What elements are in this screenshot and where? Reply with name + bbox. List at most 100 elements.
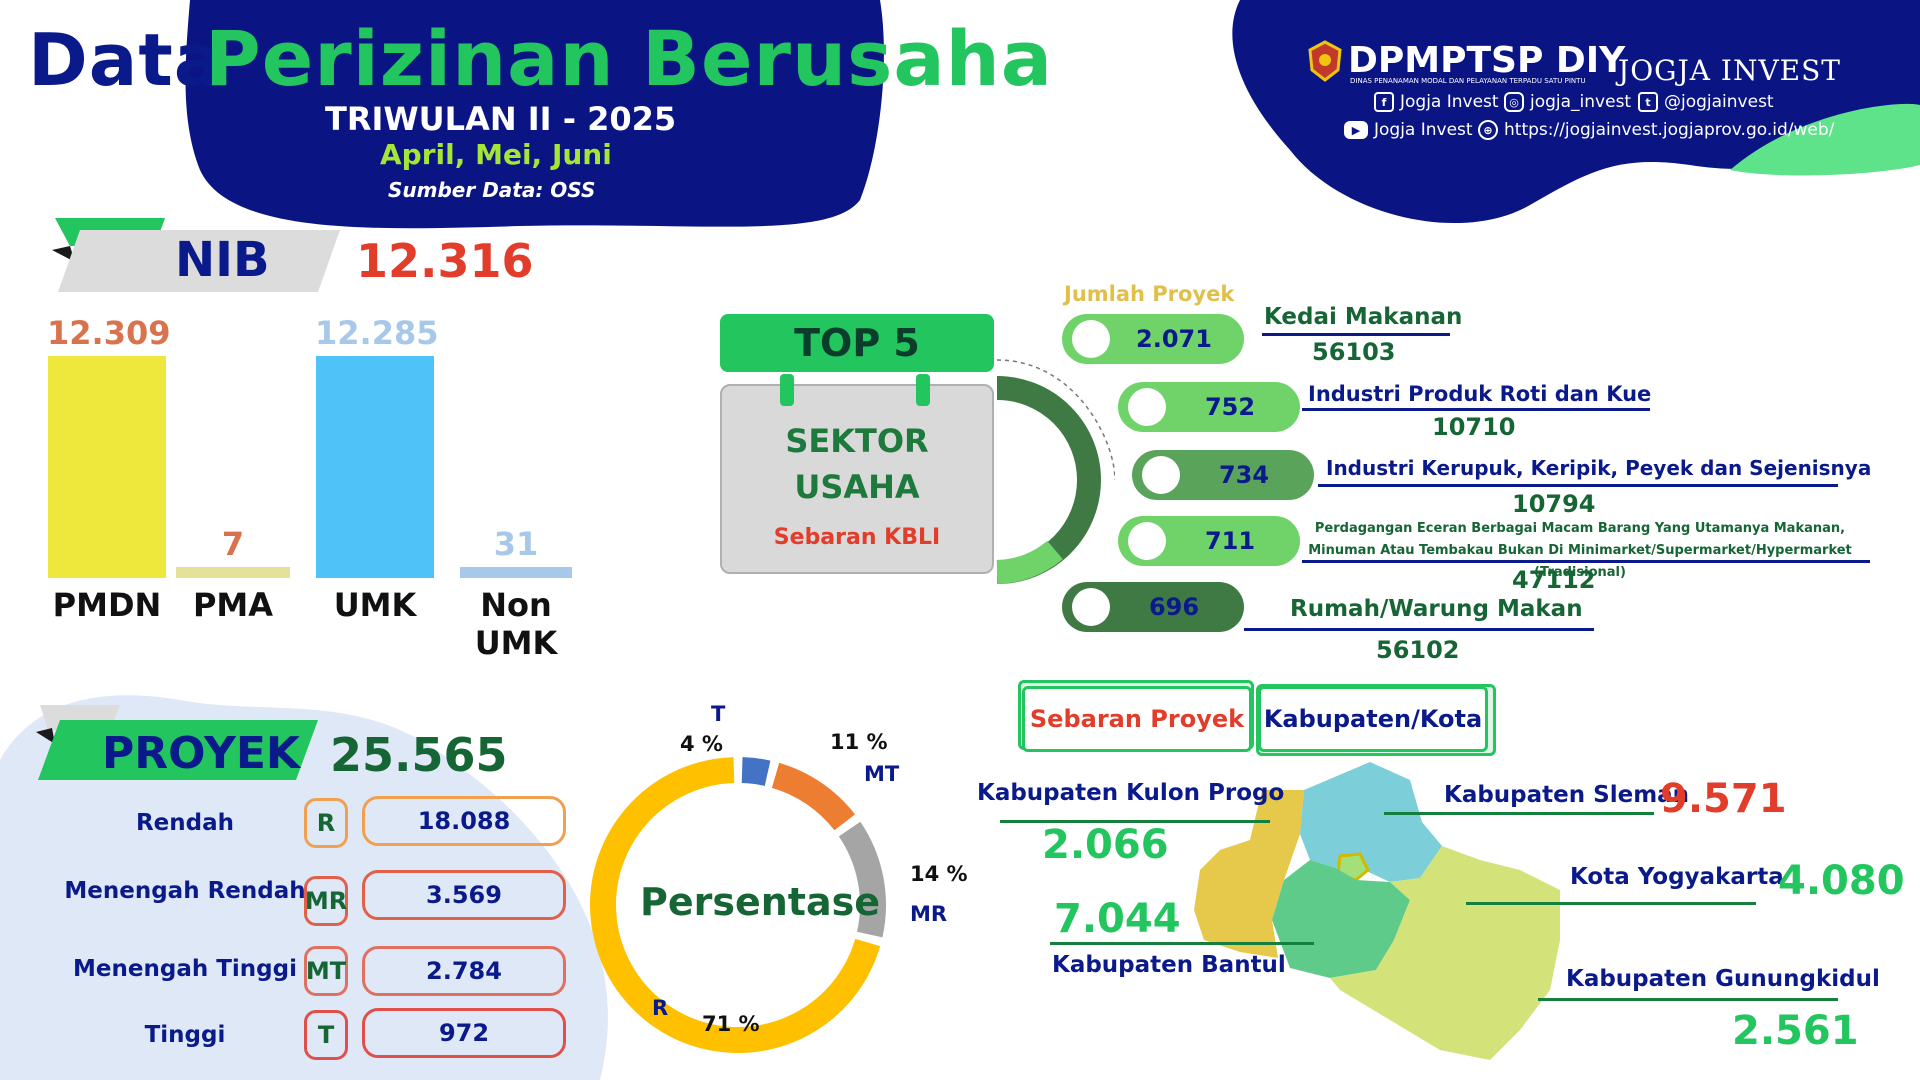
map-bantul [1272, 860, 1410, 978]
sector-value: 752 [1204, 393, 1256, 421]
months-label: April, Mei, Juni [380, 138, 612, 171]
donut-label-MR: 14 % [910, 862, 968, 886]
sector-code: 10710 [1432, 413, 1516, 441]
brand-name: DPMPTSP DIY [1348, 40, 1626, 81]
proyek-label: PROYEK [102, 728, 300, 779]
risk-value-box: 3.569 [362, 870, 566, 920]
nib-bar-category: UMK [333, 586, 417, 624]
sector-pill: 2.071 [1062, 314, 1244, 364]
region-leader-line [1384, 812, 1654, 815]
nib-bar-pma [176, 567, 290, 578]
twitter-icon: t [1638, 92, 1658, 112]
nib-bar-value: 12.309 [47, 314, 171, 352]
risk-value-box: 972 [362, 1008, 566, 1058]
sector-pill: 711 [1118, 516, 1300, 566]
region-leader-line [1000, 820, 1270, 823]
sector-name: Rumah/Warung Makan [1290, 596, 1583, 622]
risk-name: Rendah [135, 810, 235, 836]
sector-pill: 752 [1118, 382, 1300, 432]
sector-underline [1262, 333, 1450, 336]
sector-calendar-card [720, 384, 994, 574]
sector-subtitle: Sebaran KBLI [773, 525, 941, 550]
calendar-ring [780, 374, 794, 406]
sector-value: 711 [1204, 527, 1256, 555]
social-label: Jogja Invest [1400, 92, 1499, 112]
risk-name: Menengah Tinggi [73, 956, 297, 982]
map-kulon-progo [1194, 790, 1304, 958]
sector-title-line1: SEKTOR [785, 422, 929, 460]
sector-pill: 734 [1132, 450, 1314, 500]
sector-code: 10794 [1512, 490, 1596, 518]
risk-badge: MT [304, 946, 348, 996]
pill-dot [1072, 320, 1110, 358]
nib-bar-category: Non UMK [474, 586, 558, 662]
nib-bar-value: 12.285 [315, 314, 439, 353]
social-instagram[interactable]: ◎ jogja_invest [1504, 92, 1631, 112]
social-label: jogja_invest [1530, 92, 1632, 112]
donut-title: Persentase [640, 880, 881, 924]
page-title: Perizinan Berusaha [205, 14, 1053, 103]
sector-underline [1318, 484, 1838, 487]
region-name: Kabupaten Gunungkidul [1566, 966, 1880, 992]
period-label: TRIWULAN II - 2025 [325, 100, 677, 138]
sector-underline [1302, 560, 1870, 563]
tab-kabupaten-kota[interactable]: Kabupaten/Kota [1258, 686, 1488, 752]
risk-value-box: 18.088 [362, 796, 566, 846]
partner-logo: JOGJA INVEST [1618, 54, 1841, 87]
donut-label-MT: 11 % [830, 730, 888, 754]
globe-icon: ⊕ [1478, 120, 1498, 140]
pill-dot [1128, 388, 1166, 426]
map-gunungkidul [1330, 846, 1560, 1060]
risk-badge: T [304, 1010, 348, 1060]
government-seal-icon [1308, 40, 1342, 82]
region-value: 4.080 [1778, 858, 1905, 904]
sector-name: Industri Kerupuk, Keripik, Peyek dan Sej… [1326, 456, 1872, 480]
social-youtube[interactable]: ▶ Jogja Invest [1344, 120, 1473, 140]
region-name: Kota Yogyakarta [1570, 864, 1784, 890]
nib-bar-non-umk [460, 567, 572, 578]
risk-name: Menengah Rendah [64, 878, 306, 904]
donut-slice-mr [838, 821, 886, 938]
sector-name: Industri Produk Roti dan Kue [1308, 382, 1652, 406]
sector-underline [1302, 408, 1650, 411]
donut-slice-mt [771, 762, 856, 831]
sector-value: 734 [1218, 461, 1270, 489]
donut-slice-r [590, 757, 881, 1053]
sector-underline [1244, 628, 1594, 631]
donut-category-R: R [652, 996, 669, 1020]
sector-name: Perdagangan Eceran Berbagai Macam Barang… [1308, 521, 1852, 580]
region-value: 2.561 [1732, 1008, 1859, 1054]
region-value: 7.044 [1054, 896, 1181, 942]
sector-pill: 696 [1062, 582, 1244, 632]
region-leader-line [1538, 998, 1838, 1001]
calendar-ring [916, 374, 930, 406]
tab-sebaran-proyek[interactable]: Sebaran Proyek [1022, 686, 1252, 752]
social-twitter[interactable]: t @jogjainvest [1638, 92, 1774, 112]
region-name: Kabupaten Sleman [1444, 782, 1690, 808]
nib-label: NIB [175, 232, 270, 288]
proyek-total: 25.565 [330, 728, 508, 782]
pill-dot [1142, 456, 1180, 494]
map-sleman [1300, 762, 1442, 882]
facebook-icon: f [1374, 92, 1394, 112]
social-facebook[interactable]: f Jogja Invest [1374, 92, 1499, 112]
sector-code: 56103 [1312, 338, 1396, 366]
sector-name: Kedai Makanan [1264, 304, 1463, 330]
sector-value: 2.071 [1136, 325, 1212, 353]
sector-title-line2: USAHA [794, 468, 920, 506]
risk-badge: MR [304, 876, 348, 926]
sector-code: 47112 [1512, 566, 1596, 594]
top5-badge: TOP 5 [720, 314, 994, 372]
social-label: @jogjainvest [1664, 92, 1774, 112]
region-leader-line [1466, 902, 1756, 905]
sector-arc [996, 359, 1115, 584]
region-value: 9.571 [1660, 776, 1787, 822]
youtube-icon: ▶ [1344, 121, 1368, 139]
social-website[interactable]: ⊕ https://jogjainvest.jogjaprov.go.id/we… [1478, 120, 1834, 140]
donut-category-MR: MR [910, 902, 948, 926]
social-label: Jogja Invest [1374, 120, 1473, 140]
nib-bar-pmdn [48, 356, 166, 578]
nib-bar-umk [316, 356, 434, 578]
sector-value: 696 [1148, 593, 1200, 621]
